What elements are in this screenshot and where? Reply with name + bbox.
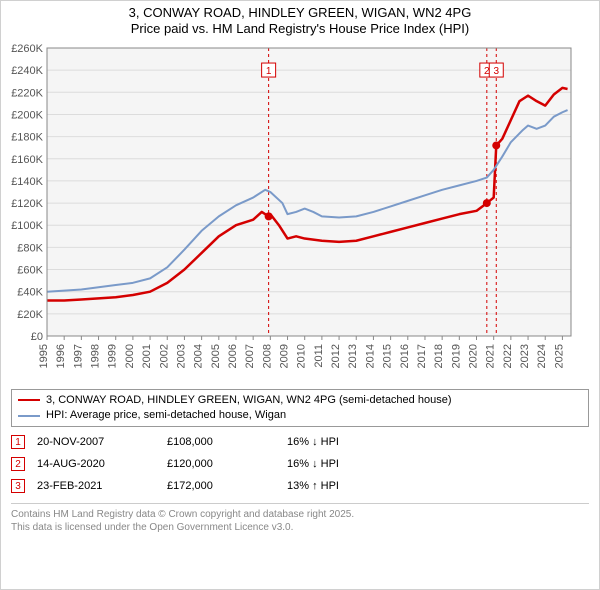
y-tick-label: £140K [11, 175, 43, 187]
x-tick-label: 2005 [210, 344, 222, 368]
x-tick-label: 2016 [399, 344, 411, 368]
title-line1: 3, CONWAY ROAD, HINDLEY GREEN, WIGAN, WN… [1, 5, 599, 21]
y-tick-label: £40K [17, 286, 43, 298]
y-tick-label: £60K [17, 264, 43, 276]
x-tick-label: 1996 [55, 344, 67, 368]
legend-label: 3, CONWAY ROAD, HINDLEY GREEN, WIGAN, WN… [46, 393, 451, 408]
x-tick-label: 2002 [158, 344, 170, 368]
x-tick-label: 2004 [193, 344, 205, 368]
legend-swatch [18, 399, 40, 401]
event-row: 3 23-FEB-2021£172,00013% ↑ HPI [11, 475, 589, 497]
event-num: 2 [11, 457, 25, 471]
x-tick-label: 2007 [244, 344, 256, 368]
legend-item: 3, CONWAY ROAD, HINDLEY GREEN, WIGAN, WN… [18, 393, 582, 408]
x-tick-label: 2019 [450, 344, 462, 368]
x-tick-label: 2011 [313, 344, 325, 368]
legend: 3, CONWAY ROAD, HINDLEY GREEN, WIGAN, WN… [11, 389, 589, 428]
event-price: £108,000 [167, 436, 287, 448]
event-row: 2 14-AUG-2020£120,00016% ↓ HPI [11, 453, 589, 475]
event-delta: 13% ↑ HPI [287, 480, 339, 492]
y-tick-label: £240K [11, 65, 43, 77]
x-tick-label: 1998 [90, 344, 102, 368]
x-tick-label: 1995 [38, 344, 50, 368]
y-tick-label: £100K [11, 220, 43, 232]
y-tick-label: £20K [17, 308, 43, 320]
event-flag-num: 3 [493, 66, 499, 77]
plot-bg [47, 48, 571, 336]
footer-line1: Contains HM Land Registry data © Crown c… [11, 508, 589, 521]
y-tick-label: £80K [17, 242, 43, 254]
y-tick-label: £160K [11, 153, 43, 165]
legend-swatch [18, 415, 40, 417]
event-num: 1 [11, 435, 25, 449]
x-tick-label: 2025 [553, 344, 565, 368]
chart-area: £0 £20K £40K £60K £80K £100K £120K £140K £160K £1… [1, 38, 599, 383]
x-tick-label: 2001 [141, 344, 153, 368]
legend-label: HPI: Average price, semi-detached house,… [46, 408, 286, 423]
x-tick-label: 2017 [416, 344, 428, 368]
event-delta: 16% ↓ HPI [287, 436, 339, 448]
x-tick-label: 2008 [261, 344, 273, 368]
event-date: 23-FEB-2021 [37, 480, 167, 492]
event-marker [492, 141, 500, 149]
x-tick-label: 2003 [175, 344, 187, 368]
x-tick-label: 2015 [382, 344, 394, 368]
y-tick-label: £0 [31, 331, 43, 343]
chart-title: 3, CONWAY ROAD, HINDLEY GREEN, WIGAN, WN… [1, 1, 599, 38]
event-row: 1 20-NOV-2007£108,00016% ↓ HPI [11, 431, 589, 453]
y-tick-label: £120K [11, 198, 43, 210]
event-price: £172,000 [167, 480, 287, 492]
event-marker [265, 212, 273, 220]
x-tick-label: 2010 [296, 344, 308, 368]
x-tick-label: 2023 [519, 344, 531, 368]
x-tick-label: 2020 [468, 344, 480, 368]
events-table: 1 20-NOV-2007£108,00016% ↓ HPI 2 14-AUG-202… [11, 431, 589, 497]
x-tick-label: 2009 [279, 344, 291, 368]
x-tick-label: 2014 [364, 344, 376, 368]
x-tick-label: 1999 [107, 344, 119, 368]
x-tick-label: 1997 [72, 344, 84, 368]
title-line2: Price paid vs. HM Land Registry's House … [1, 21, 599, 37]
line-chart: £0 £20K £40K £60K £80K £100K £120K £140K £160K £1… [1, 38, 581, 378]
footer-line2: This data is licensed under the Open Gov… [11, 521, 589, 534]
y-tick-label: £220K [11, 87, 43, 99]
event-flag-num: 1 [266, 66, 272, 77]
x-tick-label: 2021 [485, 344, 497, 368]
event-price: £120,000 [167, 458, 287, 470]
event-date: 14-AUG-2020 [37, 458, 167, 470]
event-date: 20-NOV-2007 [37, 436, 167, 448]
y-tick-label: £180K [11, 131, 43, 143]
x-tick-label: 2012 [330, 344, 342, 368]
y-tick-label: £200K [11, 109, 43, 121]
x-tick-label: 2000 [124, 344, 136, 368]
footer-attribution: Contains HM Land Registry data © Crown c… [11, 503, 589, 534]
legend-item: HPI: Average price, semi-detached house,… [18, 408, 582, 423]
x-tick-label: 2013 [347, 344, 359, 368]
x-tick-label: 2024 [536, 344, 548, 368]
event-num: 3 [11, 479, 25, 493]
y-tick-label: £260K [11, 43, 43, 55]
x-tick-label: 2006 [227, 344, 239, 368]
x-tick-label: 2022 [502, 344, 514, 368]
event-delta: 16% ↓ HPI [287, 458, 339, 470]
event-marker [483, 199, 491, 207]
x-tick-label: 2018 [433, 344, 445, 368]
